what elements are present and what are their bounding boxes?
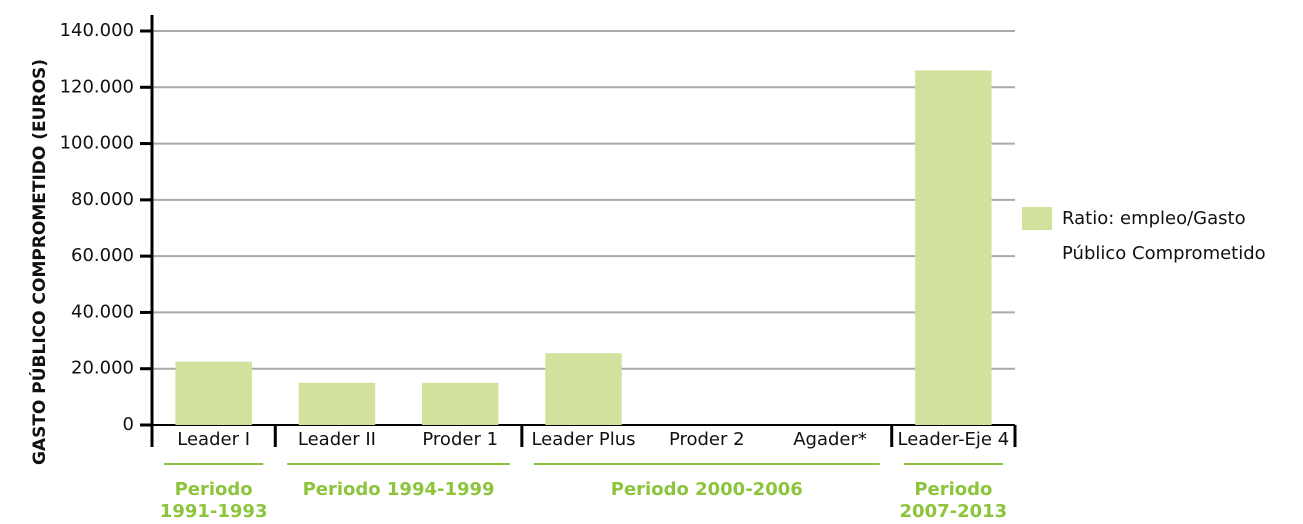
period-label: Periodo 2000-2006 xyxy=(611,479,803,500)
period-label: Periodo 1994-1999 xyxy=(303,479,495,500)
y-axis-label: GASTO PÚBLICO COMPROMETIDO (EUROS) xyxy=(28,59,50,465)
legend-line: Público Comprometido xyxy=(1062,243,1266,264)
bar xyxy=(915,70,992,426)
period-line: Periodo xyxy=(914,479,992,500)
y-tick-label: 20.000 xyxy=(71,358,134,379)
y-tick-label: 0 xyxy=(123,414,134,435)
bar xyxy=(175,361,252,425)
x-tick-label: Leader II xyxy=(298,429,376,450)
bar xyxy=(298,382,376,425)
y-tick-label: 100.000 xyxy=(60,133,134,154)
y-tick-label: 40.000 xyxy=(71,301,134,322)
y-tick-label: 120.000 xyxy=(60,76,134,97)
legend-swatch xyxy=(1022,207,1052,230)
legend-label: Ratio: empleo/Gasto Público Comprometido xyxy=(1062,208,1266,264)
y-tick-label: 80.000 xyxy=(71,189,134,210)
x-tick-label: Leader I xyxy=(177,429,250,450)
period-line: 2007-2013 xyxy=(900,501,1008,522)
legend-line: Ratio: empleo/Gasto xyxy=(1062,208,1246,229)
x-tick-label: Proder 1 xyxy=(422,429,498,450)
bar xyxy=(545,353,622,425)
y-tick-label: 60.000 xyxy=(71,245,134,266)
y-tick-label: 140.000 xyxy=(60,20,134,41)
x-tick-label: Proder 2 xyxy=(669,429,745,450)
period-label: Periodo 1991-1993 xyxy=(160,479,268,522)
x-tick-label: Leader Plus xyxy=(531,429,635,450)
period-label: Periodo 2007-2013 xyxy=(900,479,1008,522)
bar xyxy=(421,382,499,425)
x-tick-label: Leader-Eje 4 xyxy=(898,429,1010,450)
x-tick-label: Agader* xyxy=(793,429,867,450)
period-line: 1991-1993 xyxy=(160,501,268,522)
period-line: Periodo xyxy=(175,479,253,500)
